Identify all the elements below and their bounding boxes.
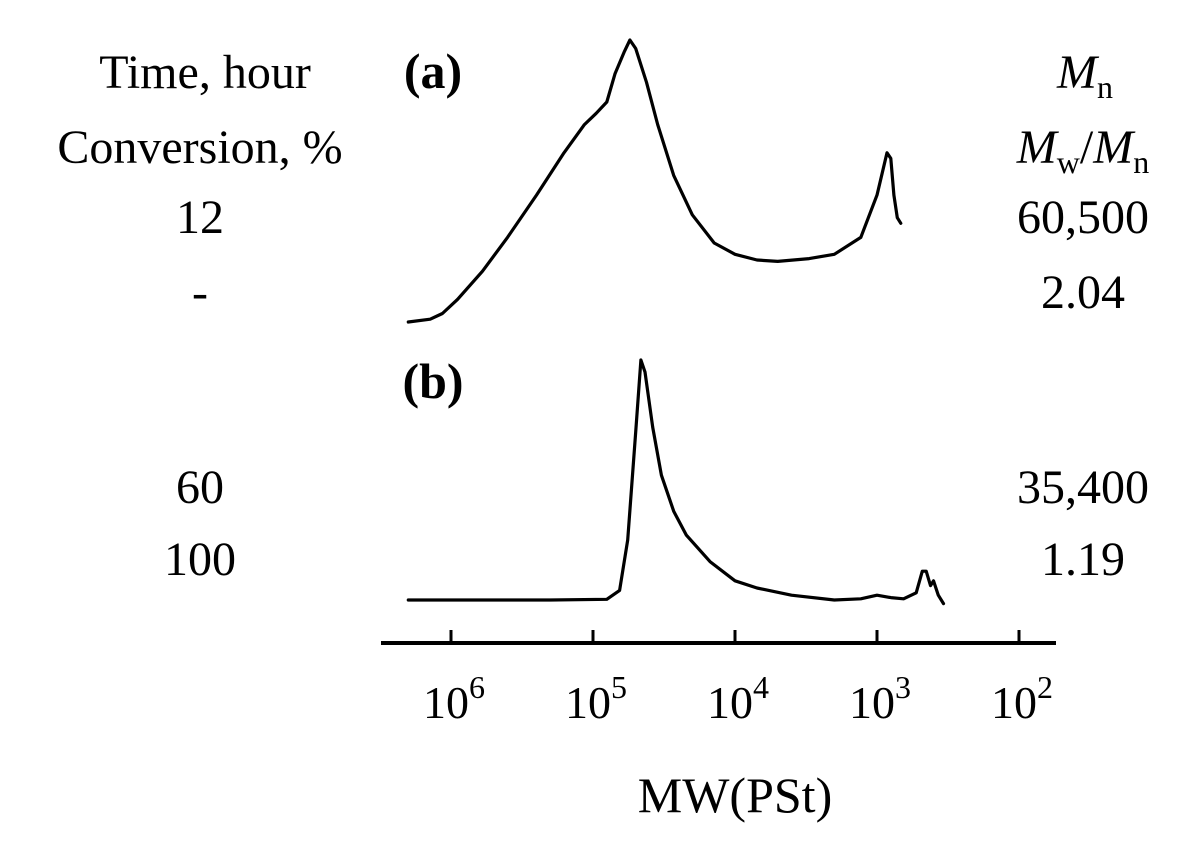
left-header-line-2: Conversion, %: [57, 121, 342, 174]
conversion-a: -: [192, 266, 208, 319]
time-hour-a: 12: [176, 191, 224, 244]
x-tick-label: 103: [849, 669, 911, 728]
left-header: Time, hour Conversion, %: [57, 46, 342, 174]
pdi-value-b: 1.19: [1041, 533, 1125, 586]
mn-value-a: 60,500: [1017, 191, 1149, 244]
panel-label-a: (a): [404, 43, 462, 99]
series-labels: (a) (b): [402, 43, 463, 409]
x-tick-label: 106: [423, 669, 485, 728]
right-header: Mn Mw/Mn: [1016, 46, 1149, 180]
left-header-line-1: Time, hour: [99, 46, 311, 99]
x-tick-label: 104: [707, 669, 769, 728]
curve-a: [406, 38, 903, 324]
curves: [406, 38, 946, 606]
time-hour-b: 60: [176, 461, 224, 514]
series-values: 12 - 60,500 2.04 60 100 35,400 1.19: [164, 191, 1149, 586]
x-tick-label: 105: [565, 669, 627, 728]
conversion-b: 100: [164, 533, 236, 586]
x-axis: 106 105 104 103 102: [381, 630, 1056, 728]
x-tick-label: 102: [991, 669, 1053, 728]
pdi-value-a: 2.04: [1041, 266, 1125, 319]
right-header-pdi: Mw/Mn: [1016, 121, 1149, 180]
right-header-mn: Mn: [1056, 46, 1113, 105]
panel-label-b: (b): [402, 353, 463, 409]
mn-value-b: 35,400: [1017, 461, 1149, 514]
x-axis-label: MW(PSt): [638, 767, 832, 823]
curve-b: [406, 358, 946, 606]
